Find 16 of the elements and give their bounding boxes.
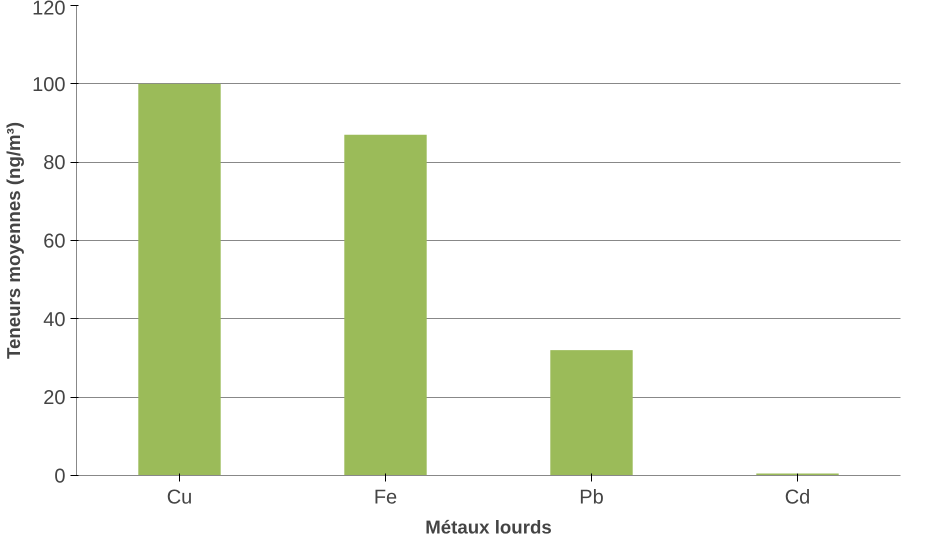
x-tick-label: Cd <box>784 486 810 508</box>
x-tick-label: Pb <box>579 486 604 508</box>
y-tick-label: 0 <box>54 466 66 488</box>
y-tick-label: 40 <box>43 308 66 331</box>
bar <box>138 84 221 476</box>
x-tick-label: Fe <box>374 486 398 508</box>
bar <box>550 350 633 476</box>
bar <box>344 134 427 476</box>
x-axis-title: Métaux lourds <box>425 516 552 538</box>
y-tick-label: 120 <box>32 0 66 20</box>
y-axis-title: Teneurs moyennes (ng/m³) <box>3 122 24 360</box>
x-tick-label: Cu <box>166 486 192 508</box>
y-tick-label: 100 <box>32 74 66 96</box>
y-tick-label: 20 <box>43 387 66 410</box>
y-tick-label: 80 <box>43 152 66 174</box>
y-tick-label: 60 <box>43 230 66 252</box>
